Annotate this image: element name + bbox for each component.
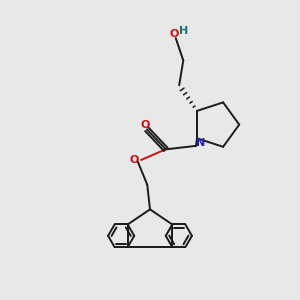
Text: O: O xyxy=(169,29,179,39)
Text: N: N xyxy=(196,138,205,148)
Text: O: O xyxy=(130,155,139,165)
Text: O: O xyxy=(140,120,150,130)
Text: H: H xyxy=(179,26,188,36)
